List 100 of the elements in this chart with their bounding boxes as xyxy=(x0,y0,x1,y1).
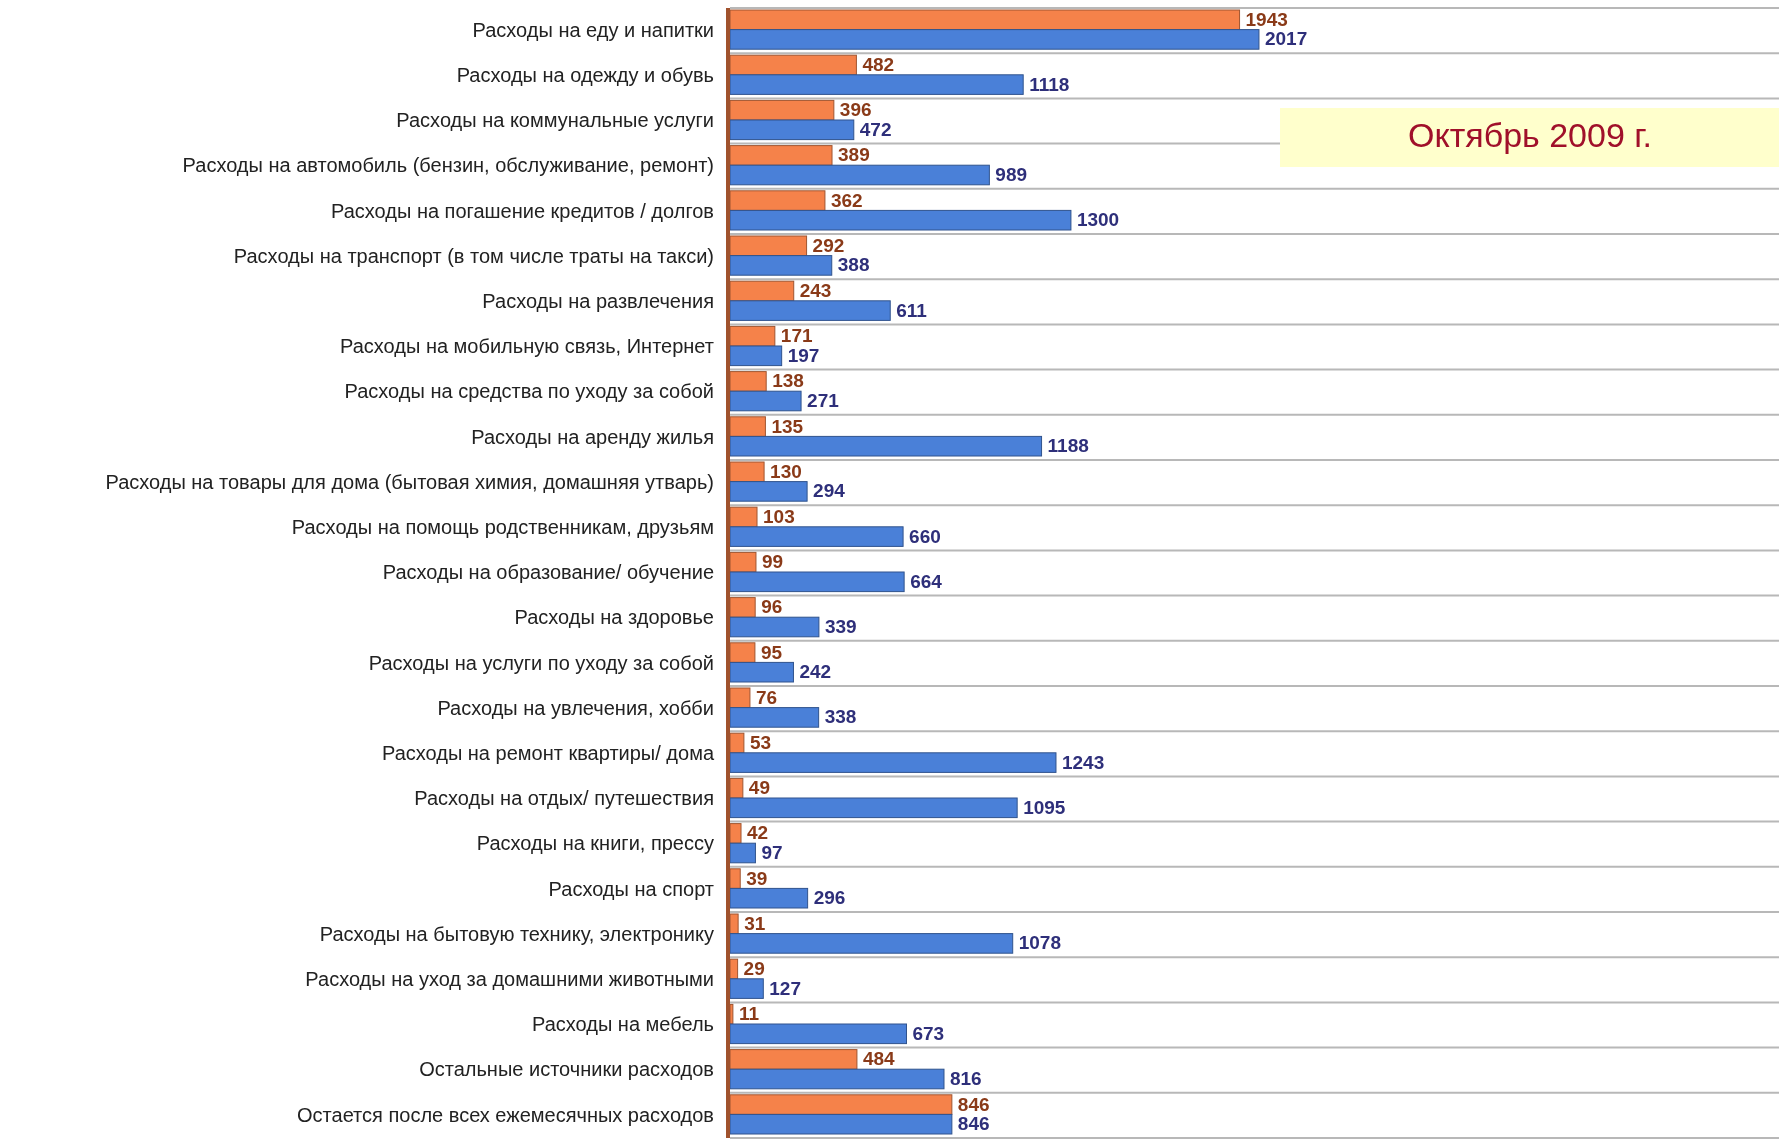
data-label: 673 xyxy=(912,1022,945,1044)
data-label: 49 xyxy=(748,777,770,799)
data-label: 294 xyxy=(813,480,846,502)
bar xyxy=(729,1068,945,1090)
data-label: 130 xyxy=(770,460,802,482)
data-label: 1078 xyxy=(1018,932,1061,954)
data-label: 989 xyxy=(995,164,1028,186)
bar xyxy=(729,1023,907,1045)
data-label: 171 xyxy=(780,325,813,347)
bar xyxy=(729,797,1018,819)
data-label: 243 xyxy=(799,280,832,302)
data-label: 1118 xyxy=(1029,73,1070,95)
y-tick-label: Расходы на ремонт квартиры/ дома xyxy=(381,742,715,765)
bar xyxy=(729,390,802,412)
data-label: 1095 xyxy=(1023,796,1066,818)
data-label: 660 xyxy=(909,525,941,547)
data-label: 1188 xyxy=(1047,435,1089,457)
y-tick-label: Расходы на коммунальные услуги xyxy=(396,109,714,132)
bar xyxy=(729,29,1260,50)
bar xyxy=(729,978,764,999)
data-label: 76 xyxy=(755,686,778,708)
y-tick-label: Остальные источники расходов xyxy=(419,1058,714,1081)
data-label: 396 xyxy=(839,99,872,121)
y-tick-label: Расходы на книги, прессу xyxy=(476,832,714,855)
data-label: 388 xyxy=(837,254,870,276)
bar xyxy=(729,571,905,593)
y-tick-label: Расходы на спорт xyxy=(548,877,714,900)
data-label: 611 xyxy=(896,299,928,321)
y-tick-label: Расходы на товары для дома (бытовая химия, домашняя утварь) xyxy=(105,470,714,493)
bar xyxy=(729,209,1072,231)
data-label: 197 xyxy=(787,344,820,366)
data-label: 664 xyxy=(910,570,943,592)
y-tick-label: Расходы на увлечения, хобби xyxy=(437,696,714,719)
y-tick-label: Расходы на автомобиль (бензин, обслуживание, ремонт) xyxy=(182,154,714,177)
y-tick-label: Расходы на здоровье xyxy=(514,606,714,629)
data-label: 53 xyxy=(749,732,772,754)
data-label: 1243 xyxy=(1061,751,1105,773)
bar xyxy=(729,887,809,909)
bar xyxy=(729,707,820,728)
y-tick-label: Расходы на транспорт (в том числе траты на такси) xyxy=(233,244,714,267)
bar xyxy=(729,481,808,502)
data-label: 816 xyxy=(950,1068,982,1090)
data-label: 99 xyxy=(761,551,784,573)
y-tick-label: Расходы на уход за домашними животными xyxy=(305,968,714,991)
y-tick-label: Расходы на услуги по уходу за собой xyxy=(368,651,714,674)
y-tick-label: Расходы на помощь родственникам, друзьям xyxy=(291,516,714,539)
bar xyxy=(729,164,990,186)
y-tick-label: Расходы на отдых/ путешествия xyxy=(414,787,714,810)
bar xyxy=(729,119,855,141)
y-tick-label: Расходы на бытовую технику, электронику xyxy=(319,922,714,945)
data-label: 482 xyxy=(862,54,895,76)
bar xyxy=(729,526,904,547)
data-label: 138 xyxy=(772,370,804,392)
y-tick-label: Расходы на образование/ обучение xyxy=(382,561,714,584)
data-label: 846 xyxy=(957,1093,990,1115)
data-label: 271 xyxy=(807,390,840,412)
data-label: 292 xyxy=(812,234,845,256)
bar xyxy=(729,345,783,367)
y-tick-label: Расходы на погашение кредитов / долгов xyxy=(331,199,714,222)
bar xyxy=(729,842,756,864)
data-label: 338 xyxy=(824,706,857,728)
data-label: 135 xyxy=(771,415,804,437)
data-label: 389 xyxy=(838,144,870,166)
data-label: 339 xyxy=(824,616,857,638)
bar xyxy=(729,933,1014,954)
data-label: 97 xyxy=(761,842,783,864)
data-label: 2017 xyxy=(1264,28,1308,50)
data-label: 362 xyxy=(830,189,863,211)
data-label: 1943 xyxy=(1245,8,1288,30)
y-tick-label: Расходы на мобильную связь, Интернет xyxy=(340,335,714,358)
y-tick-label: Расходы на еду и напитки xyxy=(472,18,714,41)
bar xyxy=(729,255,833,276)
y-tick-label: Расходы на мебель xyxy=(531,1013,714,1036)
data-label: 242 xyxy=(799,661,832,683)
data-label: 29 xyxy=(743,958,765,980)
bar xyxy=(729,435,1043,457)
data-label: 846 xyxy=(957,1113,990,1135)
y-tick-label: Расходы на одежду и обувь xyxy=(456,64,714,87)
data-label: 39 xyxy=(746,867,768,889)
annotation: Октябрь 2009 г. xyxy=(1407,115,1653,154)
bar xyxy=(729,616,820,638)
bar xyxy=(729,74,1024,95)
bar xyxy=(729,752,1057,773)
y-tick-label: Расходы на средства по уходу за собой xyxy=(344,380,714,403)
bar xyxy=(729,1113,953,1135)
y-tick-label: Расходы на развлечения xyxy=(482,290,714,313)
data-label: 484 xyxy=(862,1048,896,1070)
bar xyxy=(729,300,891,321)
data-label: 296 xyxy=(813,887,846,909)
data-label: 127 xyxy=(769,977,802,999)
data-label: 42 xyxy=(747,822,769,844)
data-label: 31 xyxy=(744,912,766,934)
data-label: 103 xyxy=(763,506,795,528)
data-label: 1300 xyxy=(1076,209,1120,231)
y-tick-label: Расходы на аренду жилья xyxy=(471,425,714,448)
data-label: 472 xyxy=(859,118,892,140)
bar xyxy=(729,661,794,683)
y-tick-label: Остается после всех ежемесячных расходов xyxy=(297,1103,714,1126)
data-label: 95 xyxy=(760,641,783,663)
data-label: 96 xyxy=(761,596,783,618)
